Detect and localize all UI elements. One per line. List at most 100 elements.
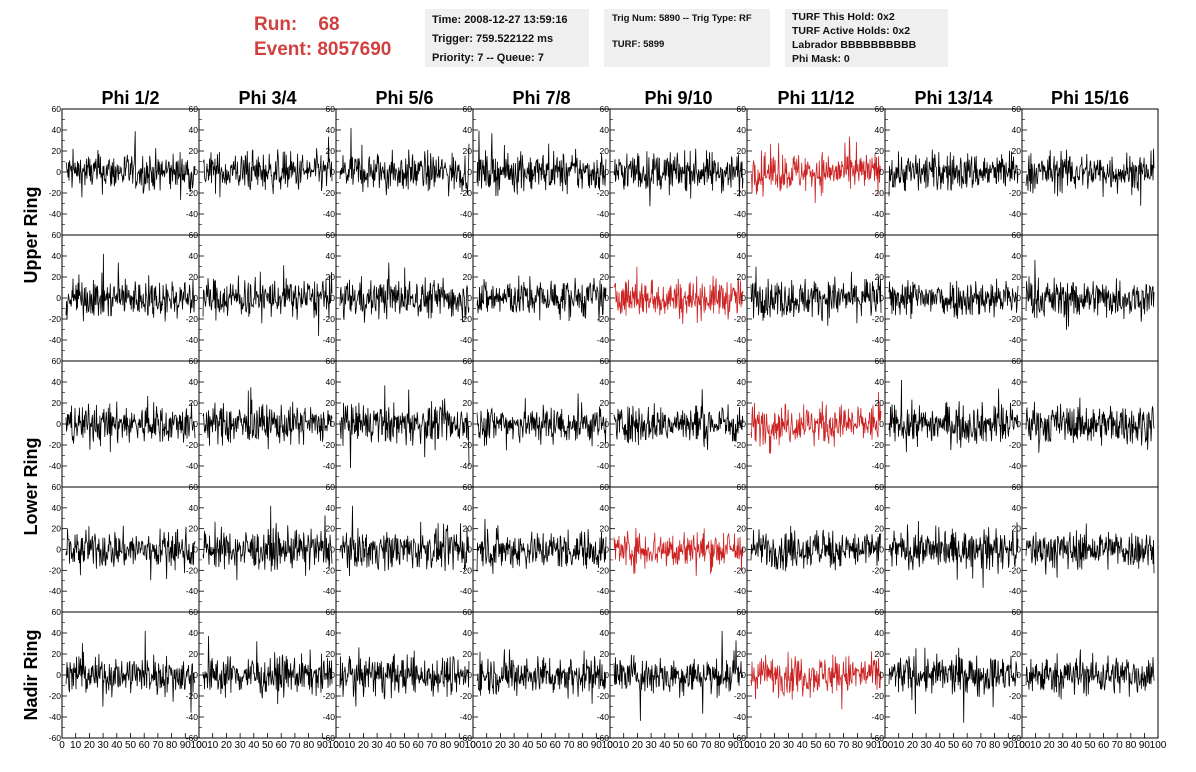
waveform-trace — [1025, 148, 1155, 206]
run-row: Run: 68 — [254, 12, 391, 37]
x-tick-label: 0 — [470, 740, 476, 751]
panel-frame — [1021, 360, 1159, 488]
y-tick-label: 60 — [875, 356, 885, 366]
y-tick-label: -40 — [49, 586, 62, 596]
y-tick-label: 60 — [463, 230, 473, 240]
y-tick-label: 40 — [52, 628, 62, 638]
y-tick-label: 60 — [600, 482, 610, 492]
y-tick-label: -40 — [49, 461, 62, 471]
x-tick-label: 100 — [602, 740, 619, 751]
x-tick-label: 100 — [1150, 740, 1167, 751]
y-tick-label: 60 — [52, 104, 62, 114]
y-tick-label: 60 — [326, 607, 336, 617]
x-tick-label: 0 — [607, 740, 613, 751]
y-tick-label: 40 — [1012, 377, 1022, 387]
y-tick-label: 0 — [604, 670, 609, 680]
x-tick-label: 50 — [948, 740, 960, 751]
y-tick-label: 60 — [1012, 230, 1022, 240]
y-tick-label: 40 — [737, 251, 747, 261]
y-tick-label: -20 — [1009, 565, 1022, 575]
y-tick-label: -20 — [186, 565, 199, 575]
y-tick-label: -20 — [460, 691, 473, 701]
y-tick-label: 40 — [737, 628, 747, 638]
y-tick-label: 0 — [1016, 670, 1021, 680]
x-tick-label: 40 — [385, 740, 397, 751]
y-tick-label: 20 — [189, 272, 199, 282]
x-tick-label: 60 — [550, 740, 562, 751]
x-tick-label: 100 — [1014, 740, 1031, 751]
y-tick-label: -40 — [597, 586, 610, 596]
waveform-trace — [339, 647, 470, 707]
y-tick-label: 20 — [189, 524, 199, 534]
y-tick-label: 40 — [189, 503, 199, 513]
y-tick-label: -40 — [49, 712, 62, 722]
y-tick-label: 0 — [741, 419, 746, 429]
trigger-text: Trigger: 759.522122 ms — [432, 33, 554, 45]
y-tick-label: -40 — [734, 461, 747, 471]
x-tick-label: 80 — [440, 740, 452, 751]
y-tick-label: 40 — [189, 628, 199, 638]
x-tick-label: 0 — [333, 740, 339, 751]
column-title: Phi 9/10 — [644, 88, 712, 108]
y-tick-label: -20 — [1009, 188, 1022, 198]
y-tick-label: 40 — [52, 377, 62, 387]
y-tick-label: 0 — [741, 670, 746, 680]
y-tick-label: -40 — [734, 335, 747, 345]
y-tick-label: 60 — [189, 356, 199, 366]
y-tick-label: -20 — [734, 440, 747, 450]
y-tick-label: 0 — [330, 293, 335, 303]
run-value: 68 — [318, 14, 340, 35]
y-tick-label: 40 — [189, 125, 199, 135]
column-title: Phi 5/6 — [375, 88, 433, 108]
x-tick-label: 100 — [877, 740, 894, 751]
y-tick-label: 60 — [52, 356, 62, 366]
y-tick-label: -20 — [49, 440, 62, 450]
waveform-trace — [339, 385, 470, 469]
y-tick-label: -40 — [186, 586, 199, 596]
x-tick-label: 40 — [934, 740, 946, 751]
y-bottom-edge-label: -60 — [597, 733, 610, 743]
y-tick-label: 0 — [604, 545, 609, 555]
x-tick-label: 80 — [852, 740, 864, 751]
y-tick-label: 20 — [1012, 649, 1022, 659]
y-tick-label: -20 — [186, 691, 199, 701]
y-tick-label: 60 — [737, 230, 747, 240]
x-tick-label: 90 — [728, 740, 740, 751]
y-tick-label: 0 — [879, 293, 884, 303]
y-tick-label: 0 — [741, 293, 746, 303]
x-tick-label: 70 — [700, 740, 712, 751]
x-tick-label: 80 — [714, 740, 726, 751]
y-tick-label: 0 — [604, 167, 609, 177]
x-tick-label: 20 — [769, 740, 781, 751]
x-tick-label: 20 — [495, 740, 507, 751]
x-tick-label: 0 — [59, 740, 65, 751]
y-tick-label: 20 — [52, 146, 62, 156]
waveform-trace-highlight — [613, 527, 744, 577]
y-tick-label: 20 — [1012, 146, 1022, 156]
x-tick-label: 100 — [328, 740, 345, 751]
y-tick-label: -40 — [597, 461, 610, 471]
y-tick-label: 60 — [326, 482, 336, 492]
y-tick-label: 20 — [1012, 524, 1022, 534]
x-tick-label: 50 — [536, 740, 548, 751]
y-tick-label: 0 — [1016, 419, 1021, 429]
y-tick-label: -20 — [734, 188, 747, 198]
x-tick-label: 60 — [687, 740, 699, 751]
y-tick-label: 60 — [875, 482, 885, 492]
waveform-trace — [613, 389, 744, 451]
y-tick-label: 40 — [600, 503, 610, 513]
y-tick-label: -20 — [49, 565, 62, 575]
y-tick-label: -20 — [1009, 691, 1022, 701]
x-tick-label: 70 — [1112, 740, 1124, 751]
x-tick-label: 70 — [563, 740, 575, 751]
x-tick-label: 20 — [221, 740, 233, 751]
time-info-box: Time: 2008-12-27 13:59:16 Trigger: 759.5… — [425, 9, 589, 67]
x-tick-label: 50 — [810, 740, 822, 751]
trig-num-text: Trig Num: 5890 -- Trig Type: RF — [612, 13, 752, 24]
y-tick-label: 0 — [330, 545, 335, 555]
y-tick-label: -40 — [872, 209, 885, 219]
column-title: Phi 15/16 — [1051, 88, 1129, 108]
y-bottom-edge-label: -60 — [460, 733, 473, 743]
y-tick-label: -40 — [597, 712, 610, 722]
